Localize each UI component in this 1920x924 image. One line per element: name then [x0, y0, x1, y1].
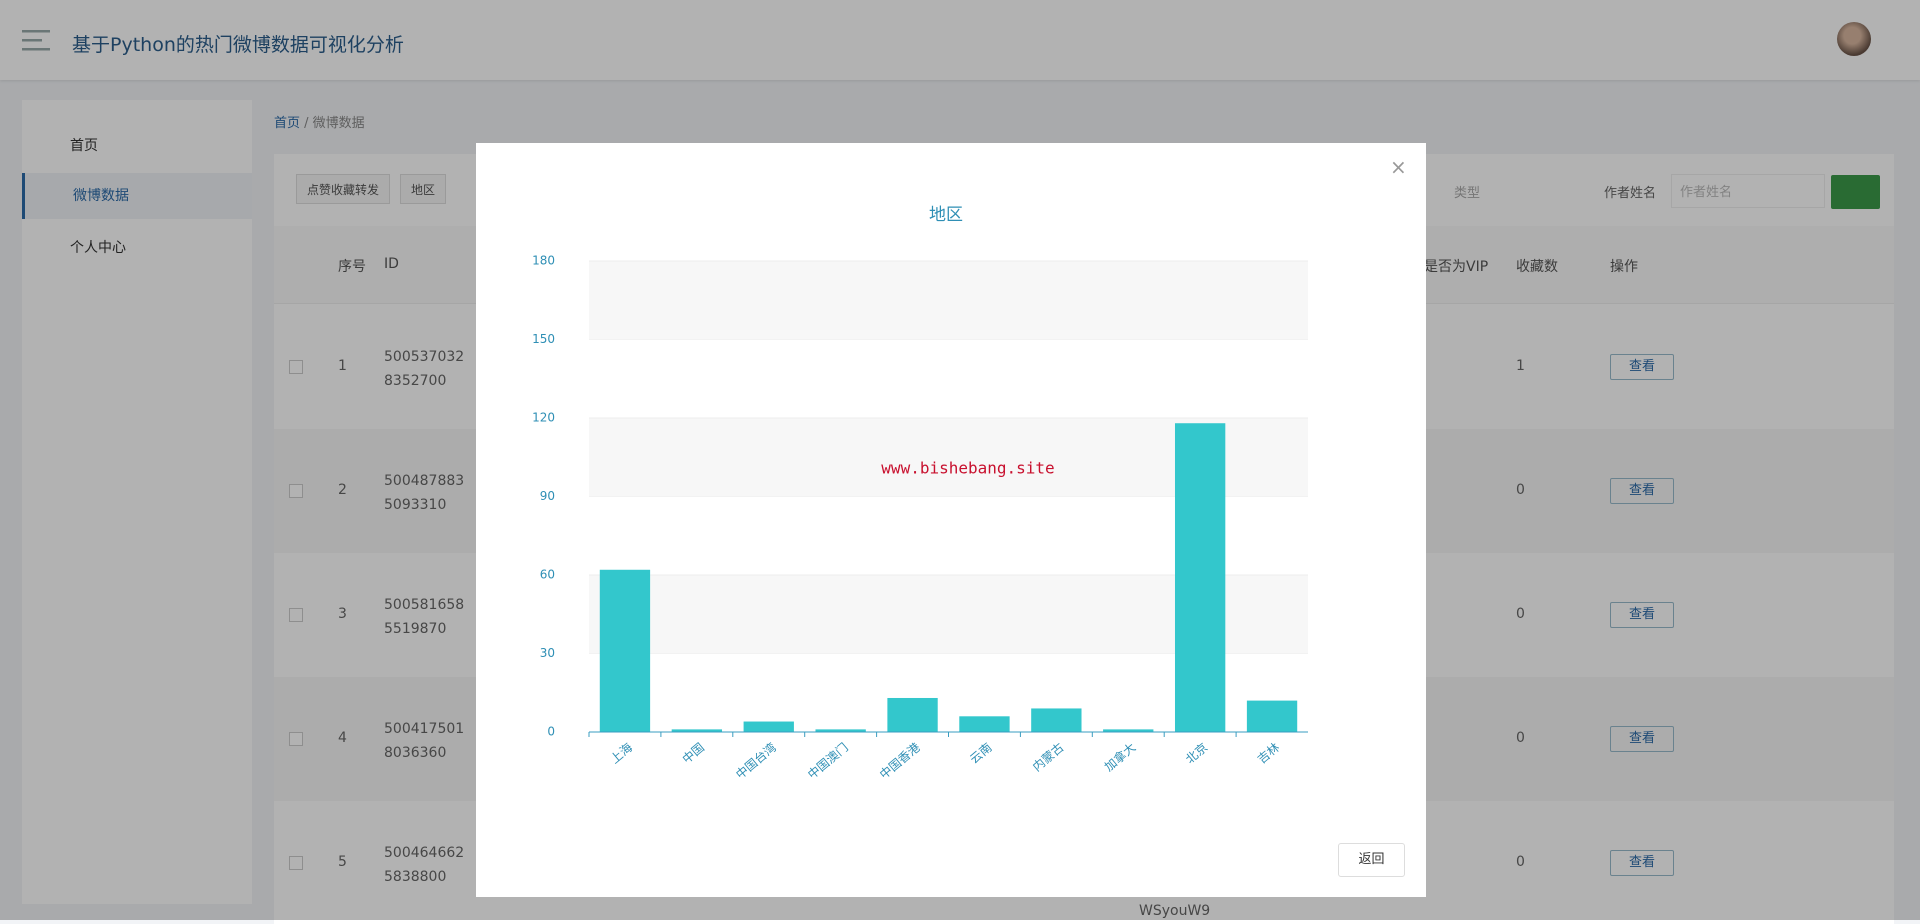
row-checkbox[interactable] — [289, 608, 303, 622]
y-tick-label: 60 — [540, 568, 555, 582]
column-header: 操作 — [1610, 259, 1638, 275]
bar — [887, 697, 938, 732]
close-button[interactable]: × — [1390, 155, 1407, 179]
bar — [815, 729, 866, 732]
row-id: 5004878835093310 — [384, 473, 465, 513]
app-title: 基于Python的热门微博数据可视化分析 — [72, 34, 404, 56]
y-tick-label: 90 — [540, 489, 555, 503]
row-index: 3 — [338, 606, 347, 622]
bar — [671, 729, 723, 732]
row-checkbox[interactable] — [289, 732, 303, 746]
bar — [743, 721, 794, 732]
bar — [1246, 700, 1298, 732]
row-id: 5004175018036360 — [384, 721, 465, 761]
row-index: 1 — [338, 358, 347, 374]
header: 基于Python的热门微博数据可视化分析 — [0, 0, 1920, 80]
row-fav: 0 — [1516, 854, 1525, 870]
bar — [1174, 423, 1226, 732]
crumb-current: 微博数据 — [312, 116, 365, 131]
row-fav: 0 — [1516, 482, 1525, 498]
view-button[interactable]: 查看 — [1610, 478, 1674, 504]
x-tick-label: 中国 — [679, 739, 707, 766]
x-tick-label: 中国香港 — [876, 739, 922, 781]
row-checkbox[interactable] — [289, 856, 303, 870]
row-fav: 0 — [1516, 606, 1525, 622]
x-tick-label: 加拿大 — [1101, 739, 1138, 774]
breadcrumb: 首页 / 微博数据 — [274, 116, 365, 131]
x-tick-label: 内蒙古 — [1029, 739, 1066, 774]
toolbar-button[interactable]: 地区 — [400, 174, 447, 204]
nav-profile[interactable]: 个人中心 — [70, 240, 126, 256]
row-index: 2 — [338, 482, 347, 498]
bar — [959, 716, 1010, 732]
view-button[interactable]: 查看 — [1610, 602, 1674, 628]
y-tick-label: 0 — [547, 725, 555, 739]
row-index: 5 — [338, 854, 347, 870]
row-author: WSyouW9 — [1139, 903, 1211, 919]
view-button[interactable]: 查看 — [1610, 354, 1674, 380]
column-header: 是否为VIP — [1424, 259, 1489, 275]
toolbar-button[interactable]: 点赞收藏转发 — [296, 174, 391, 204]
row-id: 5004646625838800 — [384, 845, 465, 885]
y-tick-label: 30 — [540, 646, 555, 660]
chart: 地区 0 30 60 90 120 150 180 上海 中国 中国台湾 中国澳门 中国香港 云南 内蒙古加… — [532, 205, 1308, 782]
type-input[interactable]: 类型 — [1454, 186, 1481, 201]
column-header: 收藏数 — [1516, 259, 1558, 275]
author-label: 作者姓名 — [1604, 186, 1657, 201]
x-tick-label: 上海 — [607, 739, 635, 766]
sidebar: 首页 微博数据 个人中心 — [22, 100, 252, 904]
modal: × 地区 0 30 60 90 120 150 180 上海 中国 中国台湾 中国澳门 中国香港 云南 内蒙… — [476, 143, 1426, 897]
x-tick-label: 云南 — [967, 739, 995, 766]
avatar[interactable] — [1837, 22, 1871, 56]
row-index: 4 — [338, 730, 347, 746]
nav-weibo[interactable]: 微博数据 — [22, 173, 252, 219]
y-tick-label: 150 — [532, 332, 555, 346]
watermark: www.bishebang.site — [881, 459, 1054, 478]
x-tick-label: 中国台湾 — [733, 739, 779, 781]
column-header: ID — [384, 256, 399, 272]
view-button[interactable]: 查看 — [1610, 726, 1674, 752]
row-id: 5005816585519870 — [384, 597, 465, 637]
view-button[interactable]: 查看 — [1610, 850, 1674, 876]
row-fav: 1 — [1516, 358, 1525, 374]
author-input[interactable]: 作者姓名 — [1671, 174, 1825, 208]
y-tick-label: 120 — [532, 411, 555, 425]
row-checkbox[interactable] — [289, 360, 303, 374]
search-button[interactable] — [1831, 175, 1880, 209]
row-checkbox[interactable] — [289, 484, 303, 498]
x-tick-label: 中国澳门 — [804, 739, 850, 781]
row-fav: 0 — [1516, 730, 1525, 746]
bar — [599, 569, 651, 732]
back-button[interactable]: 返回 — [1338, 843, 1405, 877]
menu-icon[interactable] — [22, 28, 50, 52]
bar — [1103, 729, 1154, 732]
row-id: 5005370328352700 — [384, 349, 465, 389]
split-area — [589, 261, 1308, 340]
x-tick-label: 吉林 — [1255, 740, 1282, 766]
y-tick-label: 180 — [532, 254, 555, 268]
x-tick-label: 北京 — [1183, 740, 1210, 766]
chart-title: 地区 — [929, 205, 963, 225]
column-header: 序号 — [338, 259, 366, 275]
bar — [1031, 708, 1082, 732]
nav-home[interactable]: 首页 — [70, 138, 98, 154]
crumb-home[interactable]: 首页 — [274, 116, 301, 131]
